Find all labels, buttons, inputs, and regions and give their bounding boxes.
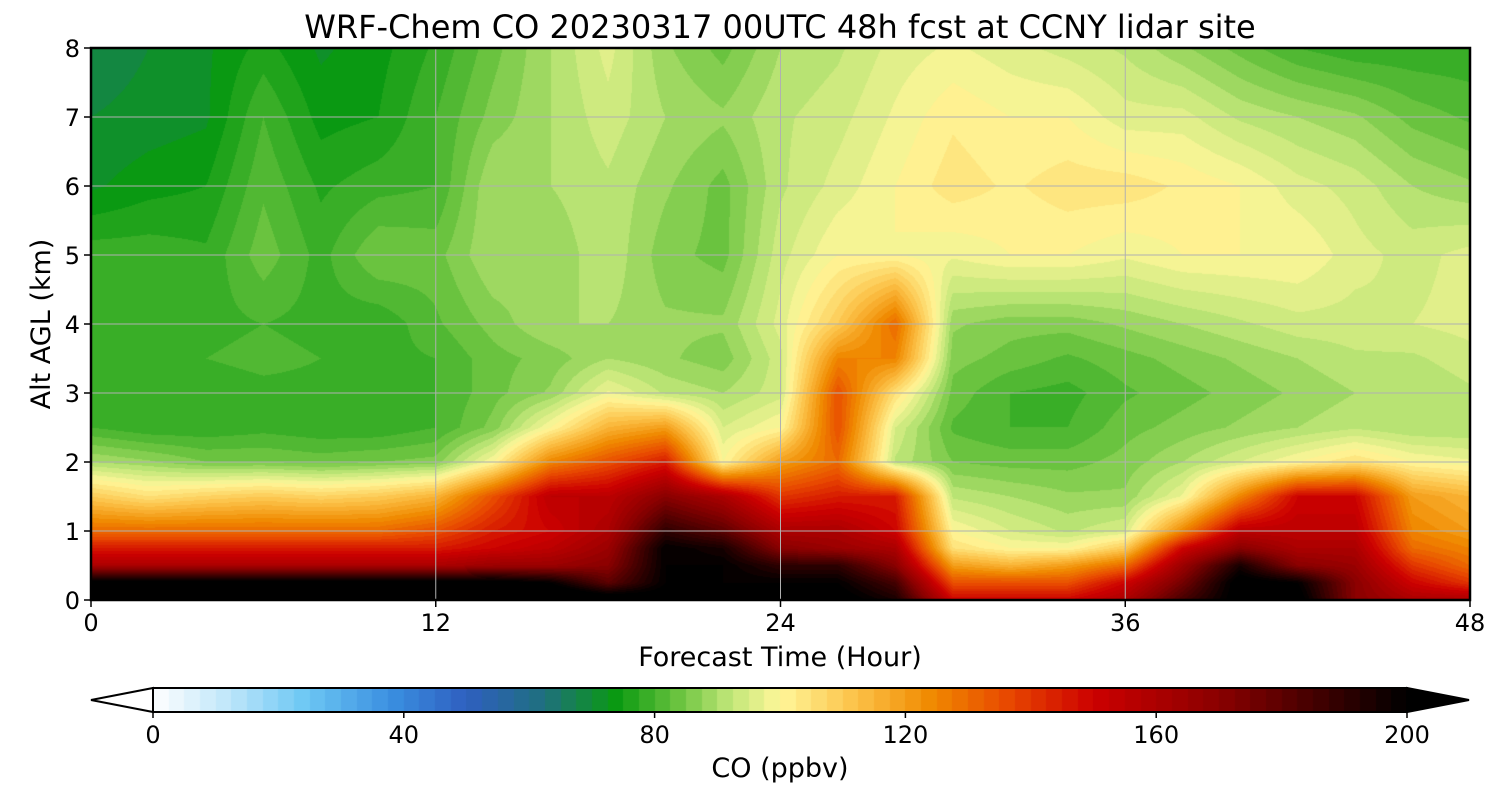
y-tick-label: 6 [65,173,80,201]
y-axis-label: Alt AGL (km) [26,239,57,410]
colorbar: 0 40 80 120 160 200 CO (ppbv) [90,686,1470,784]
y-tick-label: 3 [65,380,80,408]
y-tick-label: 8 [65,35,80,63]
y-tick-label: 4 [65,311,80,339]
x-tick-label: 36 [1110,609,1141,637]
colorbar-tick-label: 80 [639,721,670,749]
colorbar-tick-label: 160 [1133,721,1179,749]
colorbar-label: CO (ppbv) [711,753,848,784]
heatmap-plot [89,46,1472,602]
colorbar-tick-label: 0 [145,721,160,749]
y-tick-label: 2 [65,449,80,477]
y-tick-label: 1 [65,518,80,546]
colorbar-tick-label: 120 [882,721,928,749]
y-tick-label: 0 [65,587,80,615]
x-tick-label: 24 [765,609,796,637]
x-tick-label: 48 [1455,609,1486,637]
y-axis-ticks: 0 1 2 3 4 5 6 7 8 [65,35,91,615]
colorbar-frame [152,687,1408,713]
colorbar-tick-label: 40 [389,721,420,749]
x-tick-label: 0 [83,609,98,637]
y-tick-label: 5 [65,242,80,270]
colorbar-gradient [153,688,1407,712]
colorbar-ticks: 0 40 80 120 160 200 [145,712,1430,749]
y-tick-label: 7 [65,104,80,132]
chart-title: WRF-Chem CO 20230317 00UTC 48h fcst at C… [304,8,1255,46]
colorbar-tick-label: 200 [1384,721,1430,749]
x-axis-label: Forecast Time (Hour) [638,642,922,673]
x-axis-ticks: 0 12 24 36 48 [83,600,1485,637]
grid-lines [91,48,1470,600]
colorbar-max-extension [1406,686,1470,714]
x-tick-label: 12 [420,609,451,637]
colorbar-min-extension [90,686,154,714]
